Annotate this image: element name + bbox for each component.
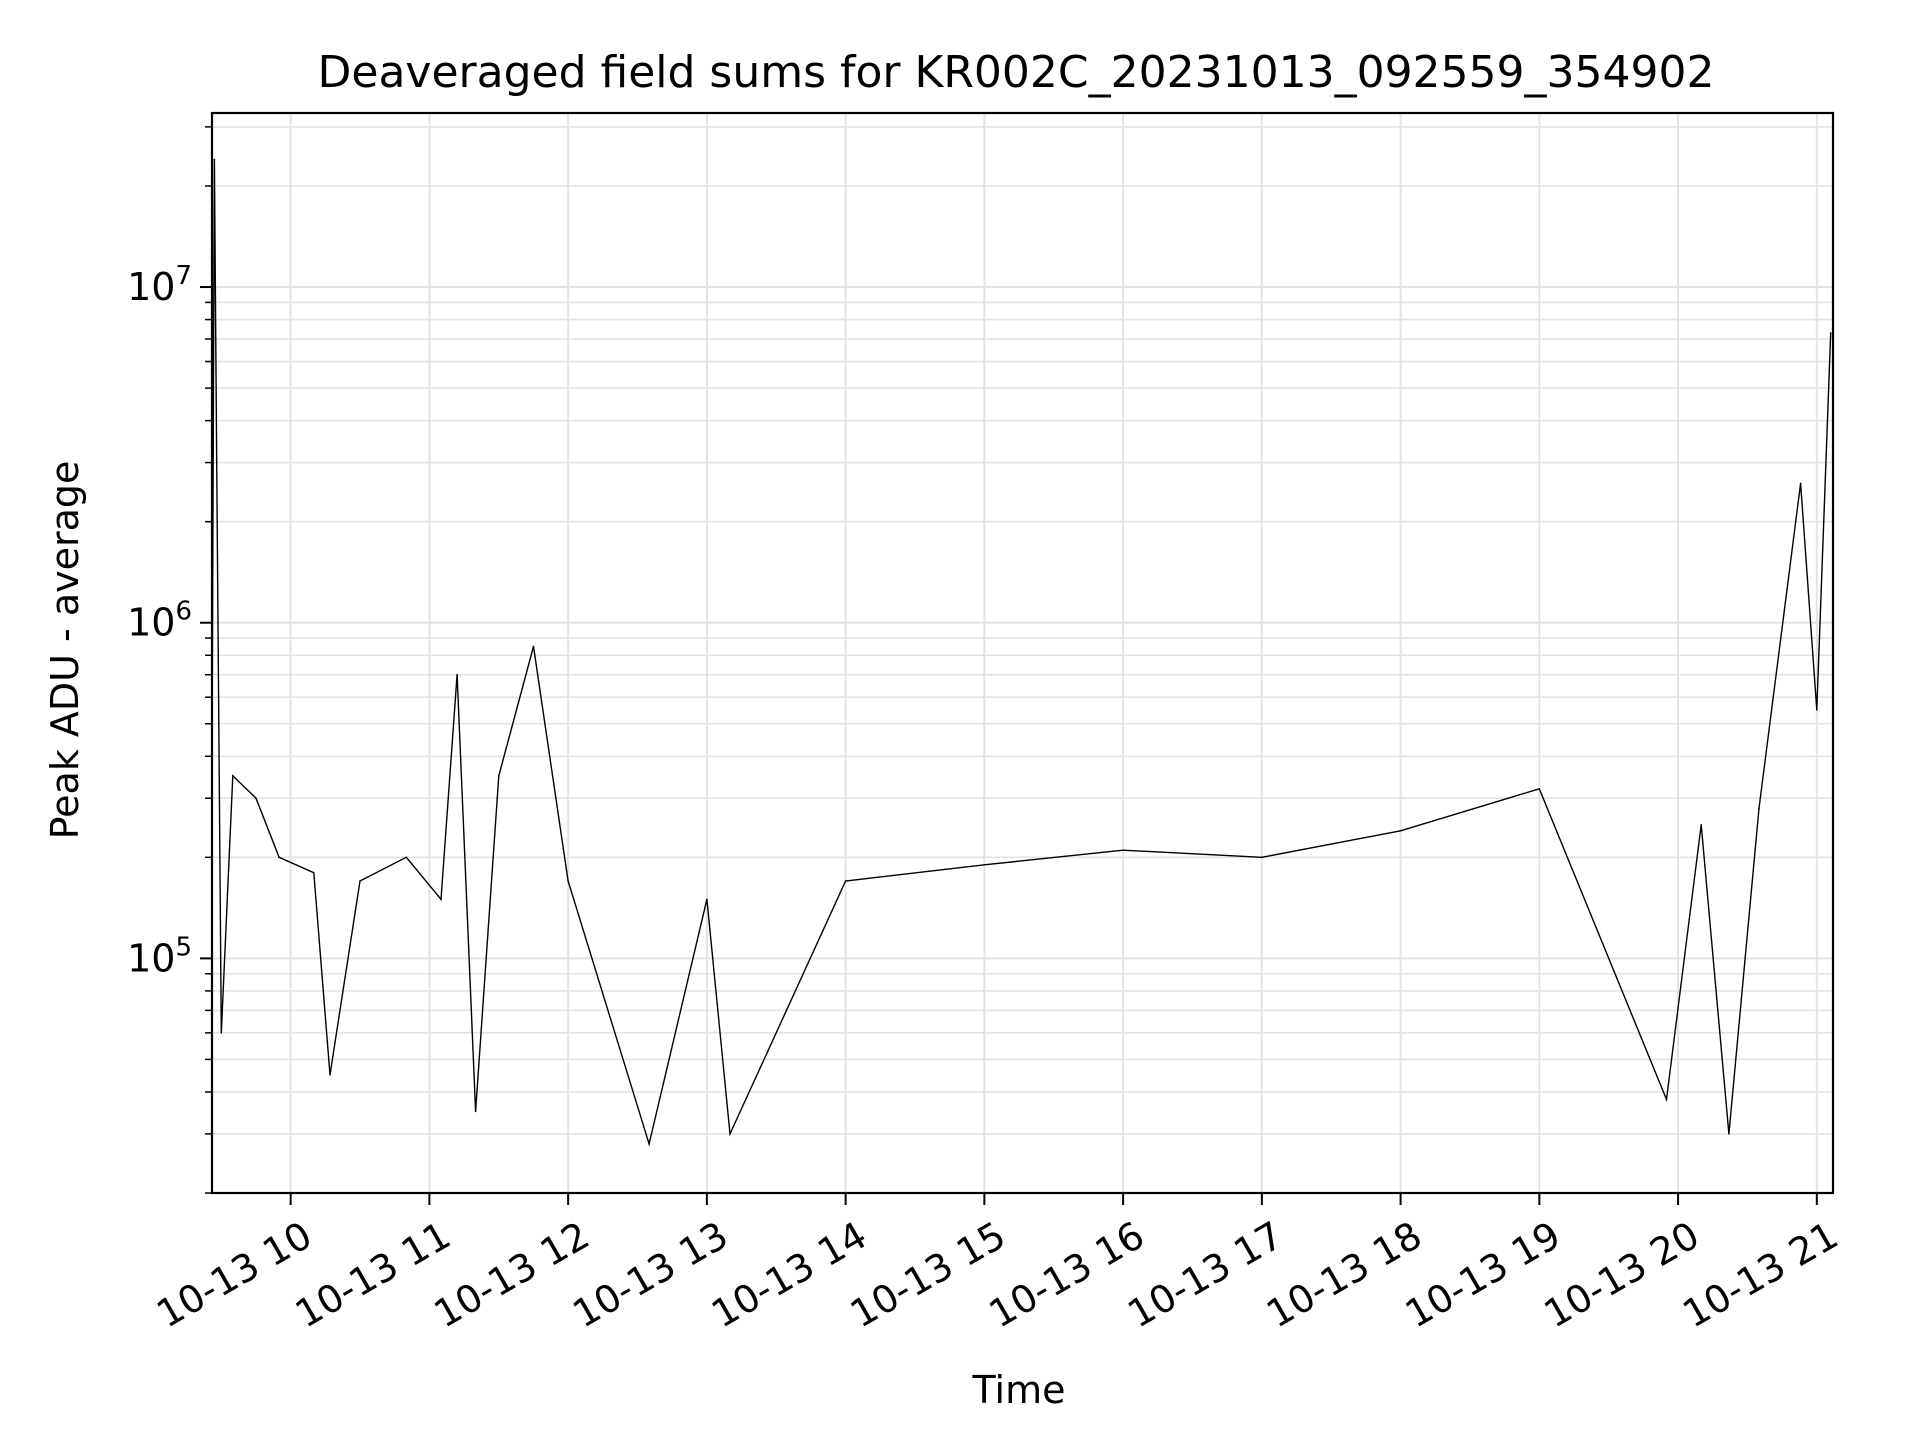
data-point <box>648 1143 650 1145</box>
data-point <box>844 880 847 882</box>
data-point <box>1261 856 1263 859</box>
data-point <box>1665 1098 1668 1101</box>
plot-frame <box>210 111 1835 1195</box>
y-axis: 105 106 107 <box>127 126 212 1194</box>
data-point <box>532 645 535 648</box>
data-point <box>220 1032 223 1034</box>
data-point <box>1538 788 1541 790</box>
data-point <box>1728 1133 1730 1135</box>
data-point <box>232 774 234 777</box>
y-axis-label: Peak ADU - average <box>43 461 87 840</box>
grid <box>212 113 1833 1194</box>
data-point <box>474 1110 477 1113</box>
data-point <box>1122 849 1124 852</box>
data-point <box>329 1073 331 1076</box>
data-point <box>1399 829 1402 832</box>
y-tick-label: 106 <box>127 597 192 645</box>
data-point <box>278 856 280 859</box>
data-point <box>215 461 218 464</box>
y-tick-label: 105 <box>127 932 192 980</box>
data-point <box>1799 482 1802 485</box>
data-point <box>497 774 500 777</box>
data-point <box>213 158 216 161</box>
y-tick-label: 107 <box>127 261 192 309</box>
data-point <box>983 864 986 866</box>
data-point <box>359 880 361 882</box>
series-layer <box>211 158 1832 1147</box>
data-point <box>729 1133 731 1135</box>
data-point <box>1829 332 1832 334</box>
x-axis-label: Time <box>972 1368 1066 1412</box>
data-point <box>1700 824 1702 826</box>
data-point <box>456 673 458 676</box>
data-point <box>706 898 708 901</box>
data-point <box>255 797 257 800</box>
data-point <box>312 871 315 874</box>
data-point <box>405 856 408 859</box>
data-point <box>1816 709 1818 711</box>
data-point <box>440 898 442 901</box>
data-point <box>1758 807 1760 810</box>
data-point <box>567 880 569 882</box>
chart-title: Deaveraged field sums for KR002C_2023101… <box>318 47 1715 98</box>
